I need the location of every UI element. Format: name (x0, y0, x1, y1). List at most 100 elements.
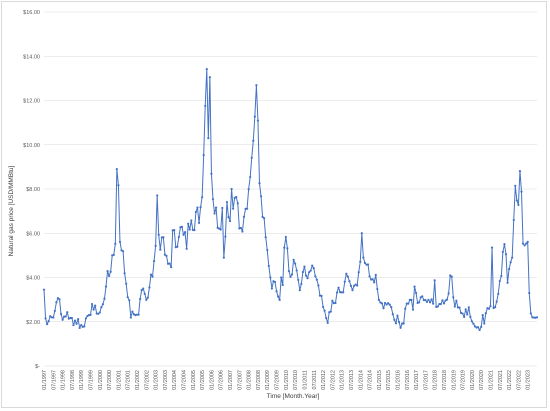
x-tick-label: 07/2017 (423, 370, 429, 390)
y-tick-label: $10.00 (23, 143, 40, 149)
x-tick-label: 07/2009 (275, 370, 281, 390)
data-point (228, 219, 232, 223)
data-point (317, 284, 320, 287)
x-tick-label: 07/2007 (237, 370, 243, 390)
y-axis-ticks: $- $2.00 $4.00 $6.00 $8.00 $10.00 $12.00 $14.00… (23, 10, 40, 370)
data-point (314, 275, 317, 278)
data-point (207, 137, 210, 140)
data-point (509, 261, 512, 264)
data-point (401, 322, 404, 325)
data-point (52, 316, 55, 319)
data-point (55, 301, 58, 304)
data-point (410, 298, 413, 301)
x-axis-title: Time [Month.Year] (267, 393, 320, 400)
data-point (373, 281, 376, 284)
x-tick-label: 07/2019 (461, 370, 467, 390)
data-point (46, 323, 49, 326)
data-point (430, 298, 433, 301)
data-point (348, 280, 351, 283)
data-point (464, 308, 467, 311)
data-point (445, 298, 449, 301)
data-point (98, 311, 101, 314)
data-point (224, 235, 227, 238)
data-point (308, 271, 311, 274)
data-point (114, 242, 117, 245)
y-tick-label: $16.00 (23, 10, 40, 16)
data-point (441, 299, 444, 302)
data-point (476, 326, 480, 329)
data-point (129, 316, 132, 319)
data-point (222, 256, 225, 259)
data-point (393, 318, 396, 321)
data-point (399, 326, 402, 329)
data-point (208, 76, 211, 79)
x-axis-ticks: 01/1997 07/1997 01/1998 07/1998 01/1999 07/19… (42, 370, 532, 390)
data-point (286, 247, 289, 250)
data-point (467, 306, 470, 309)
data-point (304, 274, 308, 277)
data-point (503, 242, 506, 246)
x-tick-label: 07/2020 (479, 370, 485, 390)
data-point (66, 311, 69, 314)
data-point (69, 316, 72, 320)
data-point (514, 184, 517, 187)
x-tick-label: 01/2007 (228, 370, 234, 390)
data-point (125, 282, 128, 285)
data-point (362, 256, 365, 259)
data-point (159, 248, 162, 251)
data-point (335, 291, 339, 294)
data-point (117, 184, 120, 187)
data-point (402, 322, 405, 325)
data-point (193, 229, 196, 232)
data-point (213, 212, 216, 215)
data-point (422, 298, 425, 302)
data-point (196, 206, 199, 209)
data-point (432, 302, 435, 305)
data-point (301, 270, 304, 274)
data-point (298, 289, 301, 292)
data-point (227, 216, 230, 219)
data-point (143, 292, 146, 295)
data-point (156, 194, 159, 197)
x-tick-label: 07/1999 (89, 370, 95, 390)
data-point (44, 317, 47, 320)
data-point (201, 196, 204, 199)
data-point (199, 206, 202, 209)
data-point (242, 215, 246, 218)
data-point (525, 242, 528, 245)
data-point (182, 233, 185, 236)
data-point (104, 285, 108, 288)
data-point (202, 154, 205, 157)
x-tick-label: 01/2009 (265, 370, 271, 390)
data-point (61, 318, 64, 321)
x-tick-label: 07/1998 (70, 370, 76, 390)
data-point (112, 253, 115, 257)
y-tick-label: $8.00 (26, 187, 40, 193)
data-point (397, 320, 401, 324)
data-point (469, 315, 472, 318)
data-point (205, 67, 208, 71)
data-point (349, 284, 353, 288)
data-point (128, 299, 131, 302)
x-tick-label: 01/2017 (414, 370, 420, 390)
data-point (472, 322, 475, 325)
data-point (70, 316, 74, 320)
data-point (360, 232, 363, 235)
data-point (140, 289, 143, 292)
data-point (108, 274, 111, 278)
data-point (326, 321, 329, 324)
data-point (404, 307, 407, 310)
data-point (239, 226, 242, 230)
data-point (382, 307, 385, 310)
x-tick-label: 01/2021 (488, 370, 494, 390)
data-point (255, 84, 258, 87)
data-point (94, 304, 97, 307)
data-point (515, 199, 518, 202)
data-point (118, 240, 122, 243)
x-tick-label: 01/2013 (340, 370, 346, 390)
series-line (43, 68, 538, 331)
x-tick-label: 07/2022 (516, 370, 522, 390)
data-point (418, 301, 421, 304)
data-point (270, 287, 273, 290)
data-point (277, 295, 280, 298)
